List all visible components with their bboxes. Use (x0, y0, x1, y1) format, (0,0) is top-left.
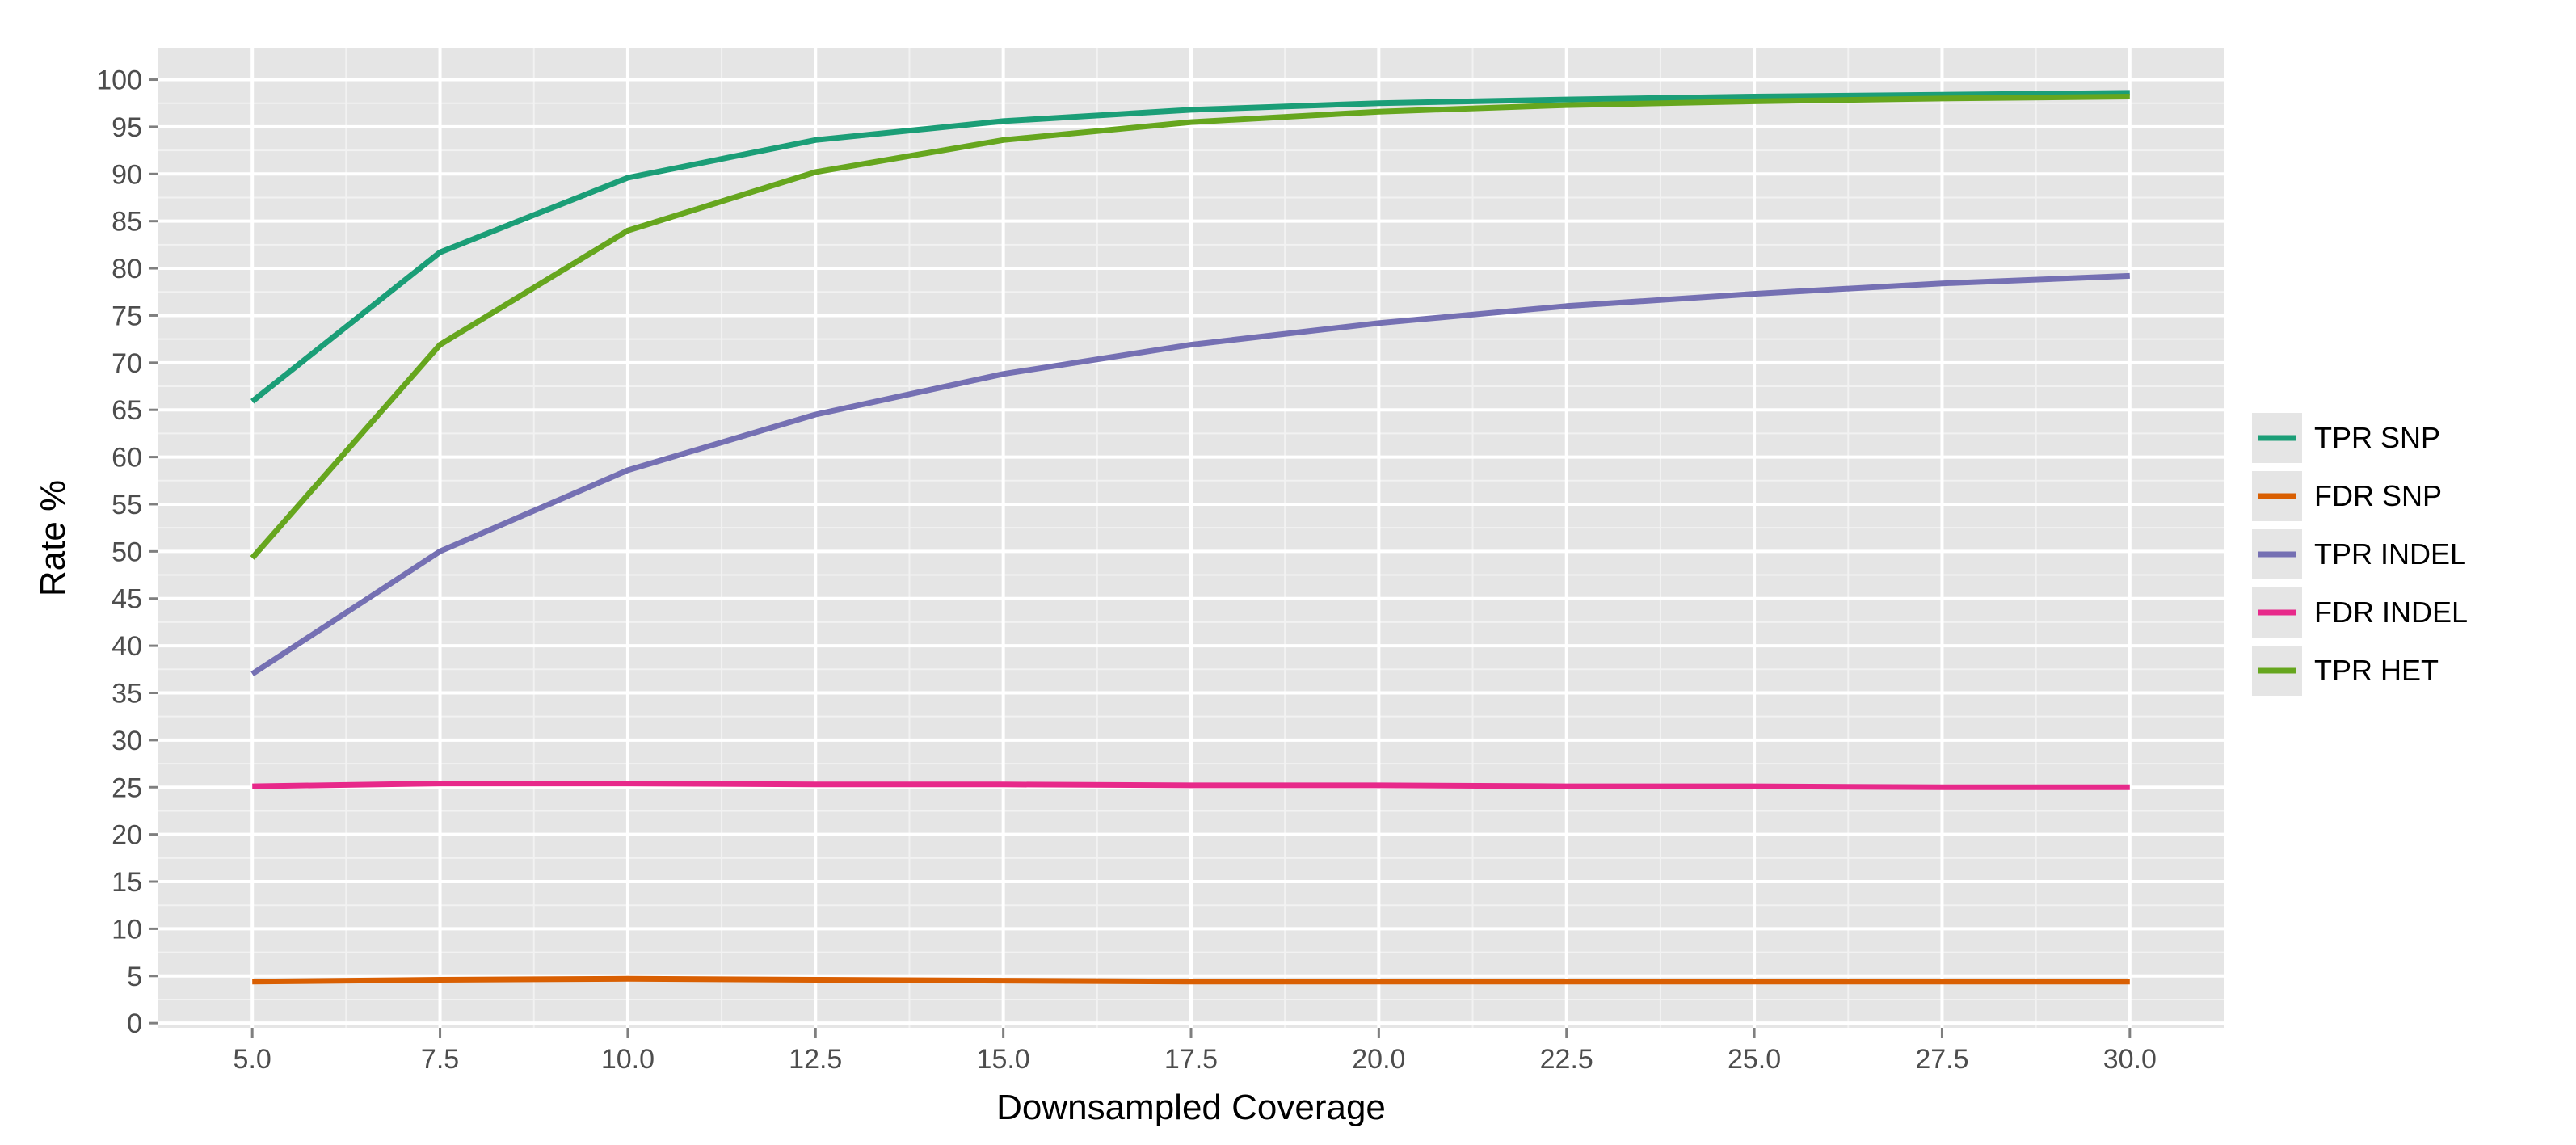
y-axis-ticks: 0 5 10 15 20 25 30 35 40 45 50 55 60 65 70 75 80 85 90 95 10… (96, 65, 158, 1039)
x-axis-ticks: 5.0 7.5 10.0 12.5 15.0 17.5 20.0 22.5 25.0 27.5 30… (234, 1028, 2157, 1075)
legend-label: FDR INDEL (2314, 596, 2468, 629)
series-line-tpr-indel (250, 272, 2130, 677)
y-tick-label: 50 (112, 537, 142, 567)
x-tick-label: 17.5 (1164, 1044, 1218, 1075)
x-axis-title: Downsampled Coverage (996, 1088, 1386, 1127)
y-tick-label: 55 (112, 490, 142, 520)
x-tick-label: 27.5 (1915, 1044, 1968, 1075)
y-tick-label: 90 (112, 159, 142, 190)
y-tick-label: 0 (127, 1008, 142, 1039)
x-tick-label: 12.5 (789, 1044, 842, 1075)
y-tick-label: 85 (112, 207, 142, 238)
x-tick-label: 7.5 (421, 1044, 459, 1075)
y-tick-label: 10 (112, 914, 142, 945)
series-lines (250, 90, 2130, 985)
x-tick-label: 10.0 (601, 1044, 655, 1075)
y-tick-label: 60 (112, 443, 142, 474)
legend-item-tpr-indel: TPR INDEL (2250, 528, 2466, 581)
y-tick-label: 30 (112, 726, 142, 756)
y-tick-label: 75 (112, 301, 142, 331)
y-tick-label: 80 (112, 254, 142, 284)
legend-label: TPR SNP (2314, 421, 2440, 454)
y-tick-label: 100 (96, 65, 142, 96)
y-tick-label: 5 (127, 962, 142, 992)
y-tick-label: 65 (112, 395, 142, 426)
x-tick-label: 22.5 (1540, 1044, 1593, 1075)
x-tick-label: 20.0 (1352, 1044, 1405, 1075)
x-tick-label: 5.0 (234, 1044, 271, 1075)
legend-item-tpr-snp: TPR SNP (2250, 411, 2440, 465)
y-tick-label: 35 (112, 678, 142, 709)
y-axis-title: Rate % (33, 480, 73, 596)
series-line-tpr-snp (250, 90, 2130, 404)
series-line-tpr-het (250, 94, 2130, 560)
legend-item-fdr-indel: FDR INDEL (2250, 586, 2468, 639)
legend-item-tpr-het: TPR HET (2250, 644, 2439, 697)
y-tick-label: 15 (112, 867, 142, 898)
x-tick-label: 30.0 (2103, 1044, 2157, 1075)
y-tick-label: 45 (112, 584, 142, 615)
legend-label: TPR INDEL (2314, 537, 2466, 570)
legend-label: FDR SNP (2314, 479, 2442, 512)
x-tick-label: 25.0 (1728, 1044, 1781, 1075)
y-tick-label: 20 (112, 820, 142, 851)
series-line-fdr-indel (252, 781, 2130, 790)
y-tick-label: 70 (112, 348, 142, 379)
legend-item-fdr-snp: FDR SNP (2250, 469, 2442, 523)
x-tick-label: 15.0 (977, 1044, 1030, 1075)
legend: TPR SNP FDR SNP TPR INDEL FDR INDEL TPR HET (2250, 411, 2468, 697)
y-tick-label: 25 (112, 772, 142, 803)
y-tick-label: 40 (112, 631, 142, 662)
series-line-fdr-snp (252, 975, 2130, 985)
y-tick-label: 95 (112, 112, 142, 143)
legend-label: TPR HET (2314, 654, 2439, 687)
